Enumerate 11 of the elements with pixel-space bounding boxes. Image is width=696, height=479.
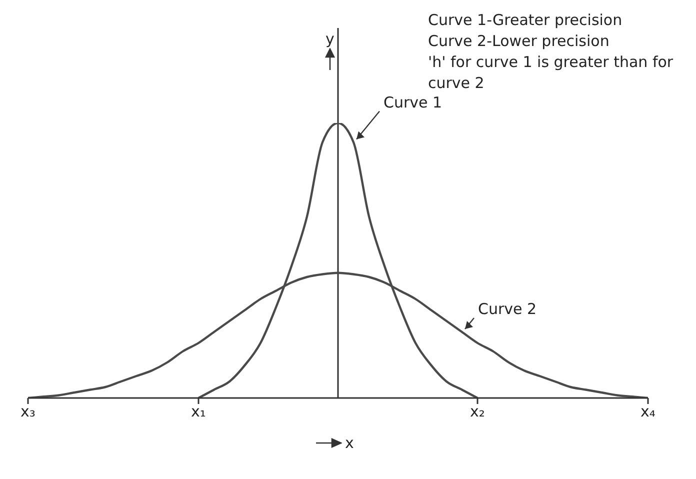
series-label: Curve 2 <box>478 300 537 318</box>
y-axis-title: y <box>325 30 335 48</box>
text: 'h' for curve 1 is greater than for curve 2 <box>428 52 674 94</box>
text: Curve 2-Lower precision <box>428 31 610 52</box>
x-axis-title: x <box>345 434 354 452</box>
x-tick-label: x₁ <box>191 402 206 421</box>
text: Curve 1 <box>384 93 442 112</box>
text: Curve 1-Greater precision <box>428 10 624 31</box>
x-tick-label: x₄ <box>640 402 656 421</box>
x-tick-label: x₂ <box>470 402 485 421</box>
x-tick-label: x₃ <box>20 402 36 421</box>
